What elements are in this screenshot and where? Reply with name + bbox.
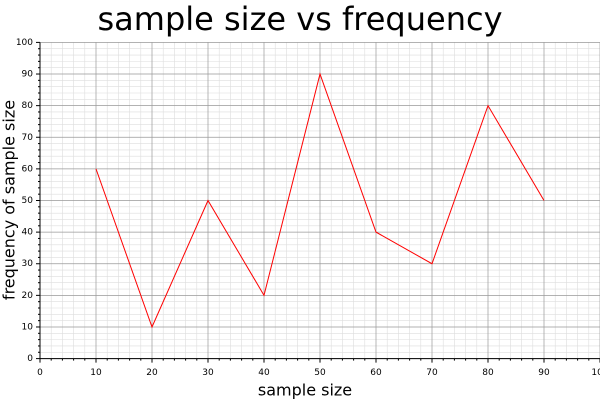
y-tick-label: 50 — [22, 196, 34, 206]
x-axis-label: sample size — [258, 381, 352, 400]
x-tick-label: 60 — [370, 368, 382, 378]
y-axis-label: frequency of sample size — [0, 100, 19, 300]
chart-title: sample size vs frequency — [97, 0, 502, 38]
x-tick-label: 80 — [482, 368, 494, 378]
y-tick-label: 10 — [22, 322, 34, 332]
x-tick-label: 90 — [538, 368, 550, 378]
x-tick-label: 20 — [146, 368, 158, 378]
data-line — [95, 72, 545, 329]
y-tick-label: 90 — [22, 70, 34, 80]
y-tick-label: 20 — [22, 291, 34, 301]
x-tick-label: 100 — [591, 368, 600, 378]
y-tick-label: 0 — [27, 354, 33, 364]
y-tick-label: 100 — [16, 38, 33, 48]
y-tick-label: 30 — [22, 259, 34, 269]
y-tick-label: 60 — [22, 164, 34, 174]
x-tick-label: 50 — [314, 368, 326, 378]
y-tick-label: 40 — [22, 228, 34, 238]
x-tick-label: 0 — [37, 368, 43, 378]
x-tick-label: 10 — [90, 368, 102, 378]
x-tick-label: 30 — [202, 368, 214, 378]
x-tick-label: 40 — [258, 368, 270, 378]
y-tick-label: 80 — [22, 101, 34, 111]
y-tick-label: 70 — [22, 133, 34, 143]
x-tick-label: 70 — [426, 368, 438, 378]
